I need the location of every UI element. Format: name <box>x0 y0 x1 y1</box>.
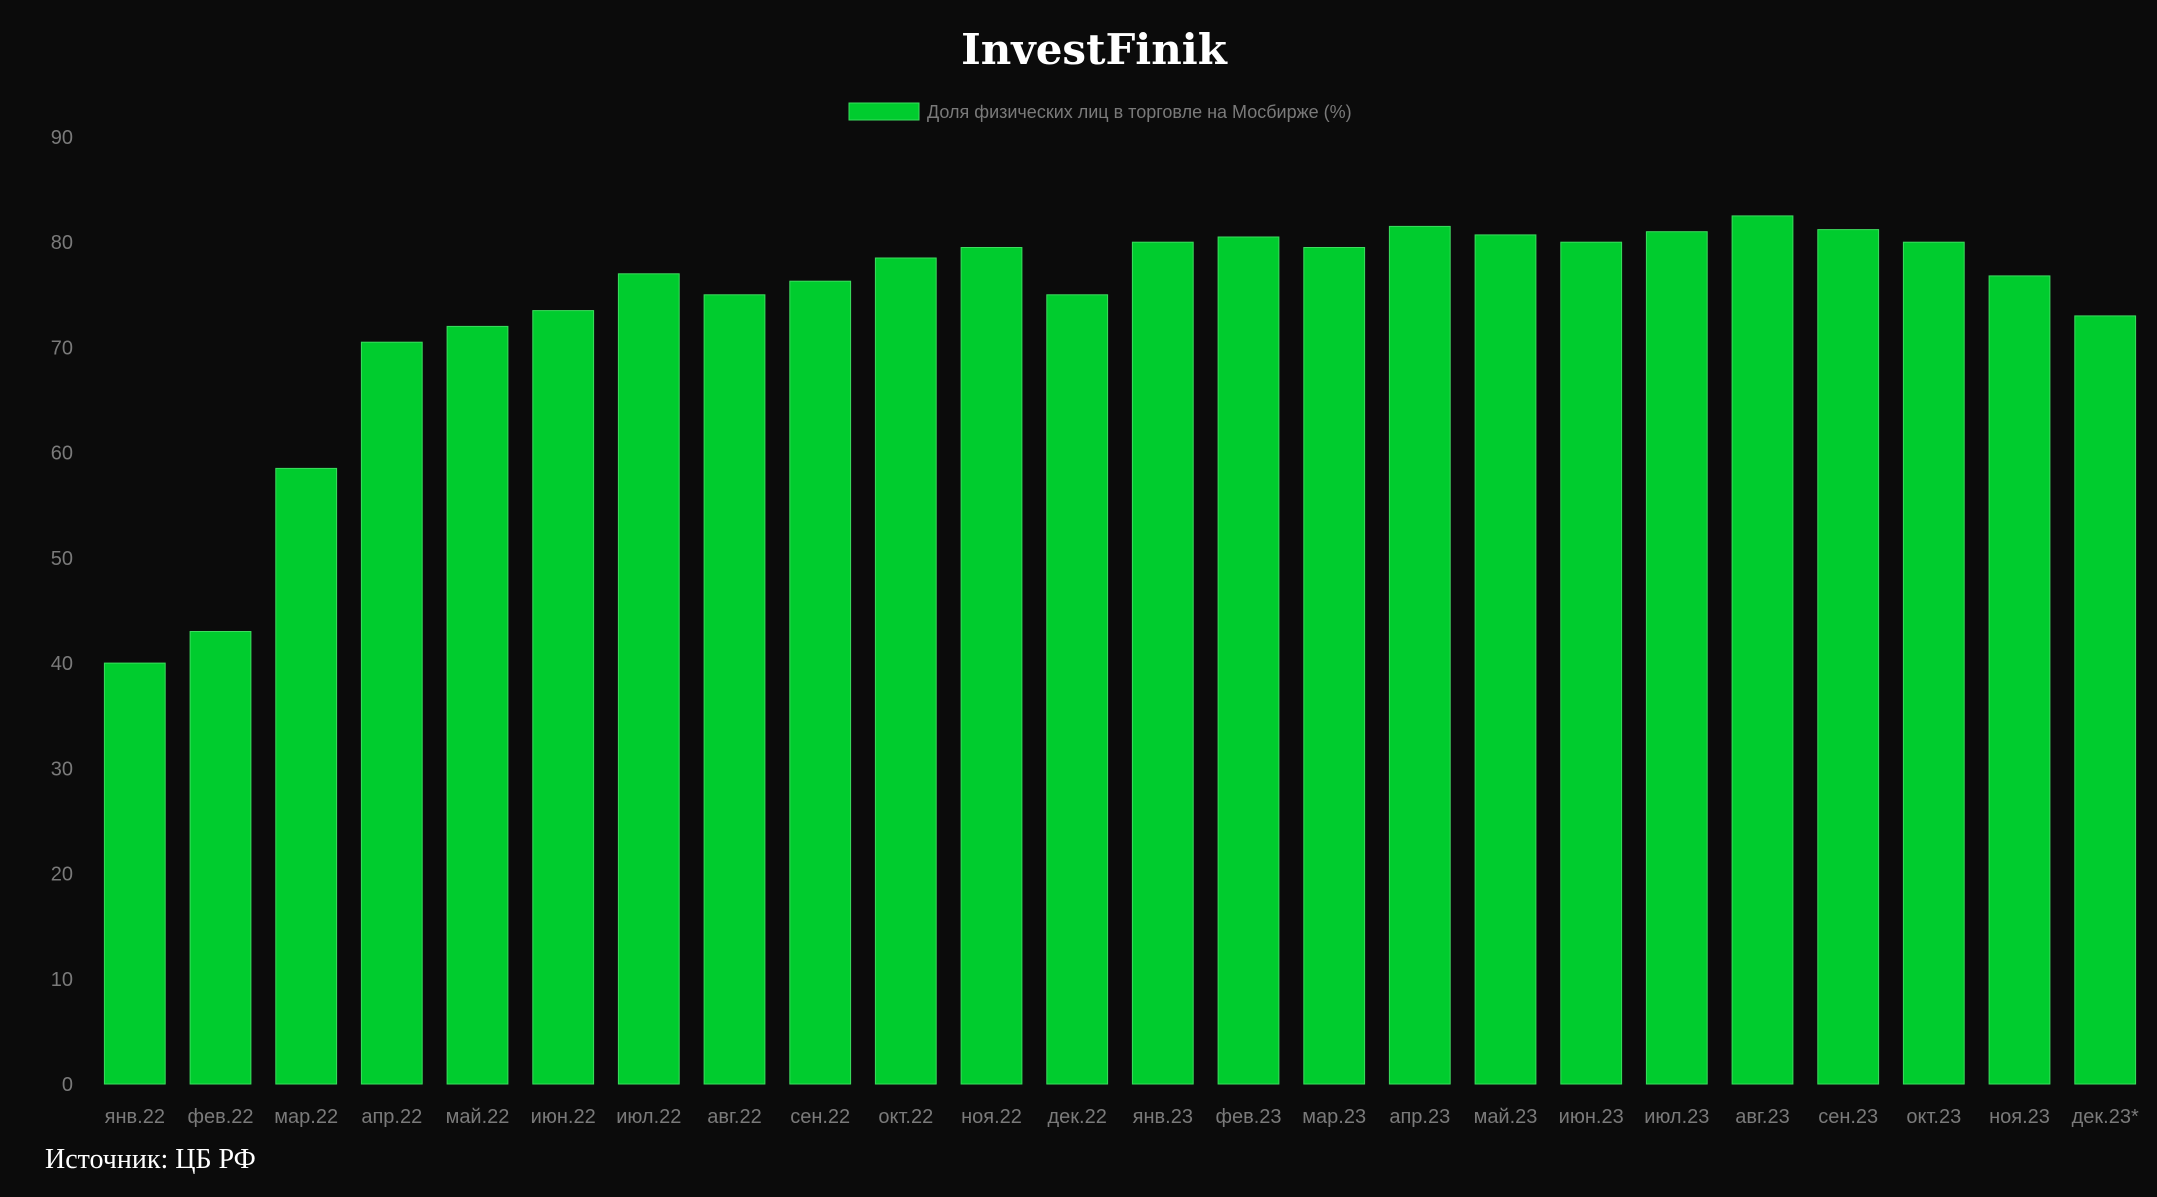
x-tick-label: май.22 <box>446 1106 510 1128</box>
x-tick-label: июн.22 <box>531 1106 596 1128</box>
x-tick-label: май.23 <box>1474 1106 1538 1128</box>
legend[interactable]: Доля физических лиц в торговле на Мосбир… <box>848 102 1352 122</box>
bar[interactable] <box>1731 215 1794 1085</box>
bar[interactable] <box>1217 236 1280 1085</box>
y-tick-label: 0 <box>62 1074 73 1096</box>
x-tick-label: дек.23* <box>2072 1106 2139 1128</box>
y-axis: 0 10 20 30 40 50 60 70 80 90 <box>51 127 73 1096</box>
bar[interactable] <box>532 310 595 1085</box>
legend-label: Доля физических лиц в торговле на Мосбир… <box>927 102 1352 122</box>
bar[interactable] <box>617 273 680 1085</box>
x-tick-label: июл.23 <box>1644 1106 1709 1128</box>
x-tick-label: янв.23 <box>1133 1106 1193 1128</box>
x-tick-label: окт.23 <box>1906 1106 1961 1128</box>
bar[interactable] <box>446 325 509 1085</box>
x-tick-label: апр.22 <box>361 1106 422 1128</box>
y-tick-label: 60 <box>51 443 73 465</box>
x-axis: янв.22 фев.22 мар.22 апр.22 май.22 июн.22 июл.… <box>105 1106 2139 1128</box>
bar[interactable] <box>1388 225 1451 1085</box>
chart-title: InvestFinik <box>961 25 1228 74</box>
legend-swatch <box>848 102 920 121</box>
x-tick-label: фев.23 <box>1215 1106 1281 1128</box>
x-tick-label: фев.22 <box>187 1106 253 1128</box>
x-tick-label: авг.23 <box>1735 1106 1789 1128</box>
bar[interactable] <box>1131 241 1194 1085</box>
bar[interactable] <box>874 257 937 1085</box>
bar[interactable] <box>1817 229 1880 1085</box>
x-tick-label: мар.23 <box>1302 1106 1366 1128</box>
x-tick-label: дек.22 <box>1048 1106 1107 1128</box>
x-tick-label: ноя.22 <box>961 1106 1022 1128</box>
bar[interactable] <box>2074 315 2137 1085</box>
x-tick-label: июн.23 <box>1559 1106 1624 1128</box>
bar[interactable] <box>275 467 338 1085</box>
bar[interactable] <box>1645 231 1708 1085</box>
x-tick-label: сен.23 <box>1818 1106 1878 1128</box>
source-note: Источник: ЦБ РФ <box>45 1144 256 1175</box>
bar[interactable] <box>1474 234 1537 1085</box>
bar[interactable] <box>189 631 252 1085</box>
x-tick-label: мар.22 <box>274 1106 338 1128</box>
y-tick-label: 90 <box>51 127 73 149</box>
bar[interactable] <box>1902 241 1965 1085</box>
bar[interactable] <box>103 662 166 1085</box>
y-tick-label: 10 <box>51 969 73 991</box>
x-tick-label: июл.22 <box>616 1106 681 1128</box>
bar[interactable] <box>1560 241 1623 1085</box>
x-tick-label: ноя.23 <box>1989 1106 2050 1128</box>
bar[interactable] <box>960 247 1023 1085</box>
y-tick-label: 80 <box>51 232 73 254</box>
x-tick-label: сен.22 <box>790 1106 850 1128</box>
bar[interactable] <box>1303 247 1366 1085</box>
bar[interactable] <box>1046 294 1109 1085</box>
bar[interactable] <box>703 294 766 1085</box>
bars <box>103 215 2137 1085</box>
y-tick-label: 30 <box>51 758 73 780</box>
x-tick-label: авг.22 <box>707 1106 761 1128</box>
y-tick-label: 70 <box>51 337 73 359</box>
x-tick-label: окт.22 <box>878 1106 933 1128</box>
bar[interactable] <box>360 341 423 1085</box>
bar[interactable] <box>789 280 852 1085</box>
y-tick-label: 40 <box>51 653 73 675</box>
x-tick-label: апр.23 <box>1389 1106 1450 1128</box>
bar[interactable] <box>1988 275 2051 1085</box>
x-tick-label: янв.22 <box>105 1106 165 1128</box>
y-tick-label: 20 <box>51 864 73 886</box>
y-tick-label: 50 <box>51 548 73 570</box>
